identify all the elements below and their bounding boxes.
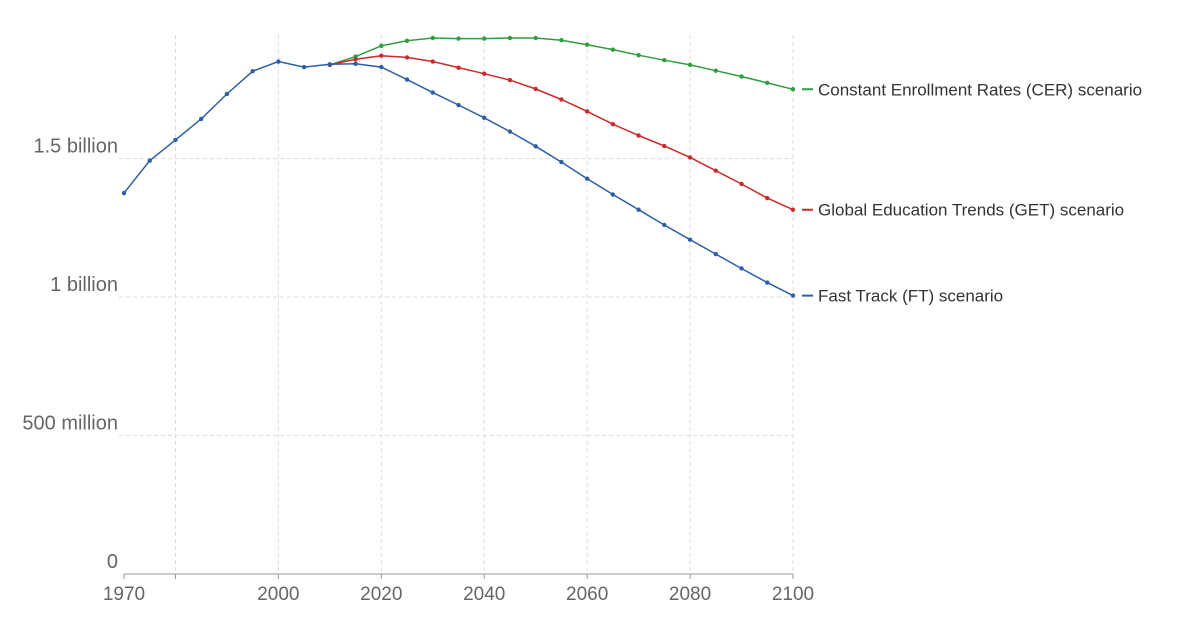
data-point (687, 155, 693, 160)
series-2 (327, 53, 796, 212)
data-point (584, 176, 590, 181)
data-point (353, 57, 358, 62)
y-tick-label: 1.5 billion (33, 136, 118, 158)
series-3 (121, 59, 796, 298)
x-tick-label: 2080 (669, 584, 711, 605)
data-point (353, 61, 358, 66)
series-line (329, 54, 794, 211)
legend-label: Global Education Trends (GET) scenario (818, 201, 1124, 220)
data-point (404, 77, 410, 82)
data-point (790, 293, 796, 298)
data-point (713, 68, 719, 73)
data-point (662, 222, 667, 228)
data-point (739, 74, 744, 79)
data-point (687, 62, 693, 68)
data-point (739, 181, 744, 187)
data-point (765, 80, 770, 86)
data-point (430, 90, 435, 95)
x-tick-label: 2060 (566, 584, 608, 605)
legend: Constant Enrollment Rates (CER) scenario… (802, 80, 1142, 306)
data-point (379, 53, 384, 58)
y-tick-label: 0 (107, 551, 118, 573)
data-point (456, 65, 461, 70)
series-1 (327, 35, 796, 92)
data-point (739, 266, 744, 271)
data-point (662, 57, 667, 63)
data-point (456, 36, 461, 41)
data-point (533, 144, 538, 149)
y-tick-label: 500 million (22, 413, 118, 435)
data-point (687, 237, 693, 242)
axes: 0 500 million 1 billion 1.5 billion 1970 2000… (22, 136, 814, 606)
data-point (559, 38, 564, 43)
data-point (636, 52, 641, 58)
data-point (482, 36, 487, 41)
legend-label: Constant Enrollment Rates (CER) scenario (818, 80, 1142, 99)
data-point (379, 43, 384, 48)
data-point (790, 87, 796, 92)
data-point (301, 64, 307, 70)
data-point (584, 109, 590, 114)
series-group (121, 35, 796, 298)
data-point (559, 159, 564, 165)
data-point (713, 251, 719, 257)
data-point (507, 35, 513, 41)
data-point (430, 35, 435, 41)
data-point (147, 158, 152, 163)
data-point (636, 207, 641, 212)
data-point (198, 116, 204, 122)
legend-label: Fast Track (FT) scenario (818, 287, 1003, 306)
data-point (507, 77, 513, 83)
data-point (610, 121, 616, 127)
x-tick-label: 1970 (103, 584, 145, 605)
data-point (559, 97, 564, 102)
data-point (404, 55, 410, 60)
x-tick-label: 2100 (772, 584, 814, 605)
data-point (482, 115, 487, 120)
data-point (610, 47, 616, 52)
data-point (765, 195, 770, 201)
data-point (327, 62, 333, 67)
data-point (456, 102, 461, 108)
data-point (379, 64, 384, 70)
data-point (765, 280, 770, 285)
y-tick-label: 1 billion (50, 274, 118, 296)
x-tick-label: 2040 (463, 584, 505, 605)
data-point (533, 35, 538, 41)
x-tick-label: 2000 (257, 584, 299, 605)
data-point (430, 59, 435, 64)
data-point (584, 42, 590, 47)
x-tick-label: 2020 (360, 584, 402, 605)
data-point (173, 137, 178, 143)
data-point (662, 143, 667, 149)
series-line (123, 60, 794, 297)
data-point (224, 91, 230, 97)
data-point (250, 69, 255, 74)
data-point (121, 190, 127, 196)
data-point (790, 207, 796, 212)
series-line (329, 37, 794, 91)
data-point (610, 192, 616, 197)
data-point (507, 129, 513, 134)
data-point (533, 86, 538, 92)
data-point (713, 168, 719, 173)
data-point (276, 59, 281, 64)
data-point (482, 71, 487, 76)
grid (119, 35, 794, 574)
data-point (404, 38, 410, 43)
data-point (636, 133, 641, 138)
